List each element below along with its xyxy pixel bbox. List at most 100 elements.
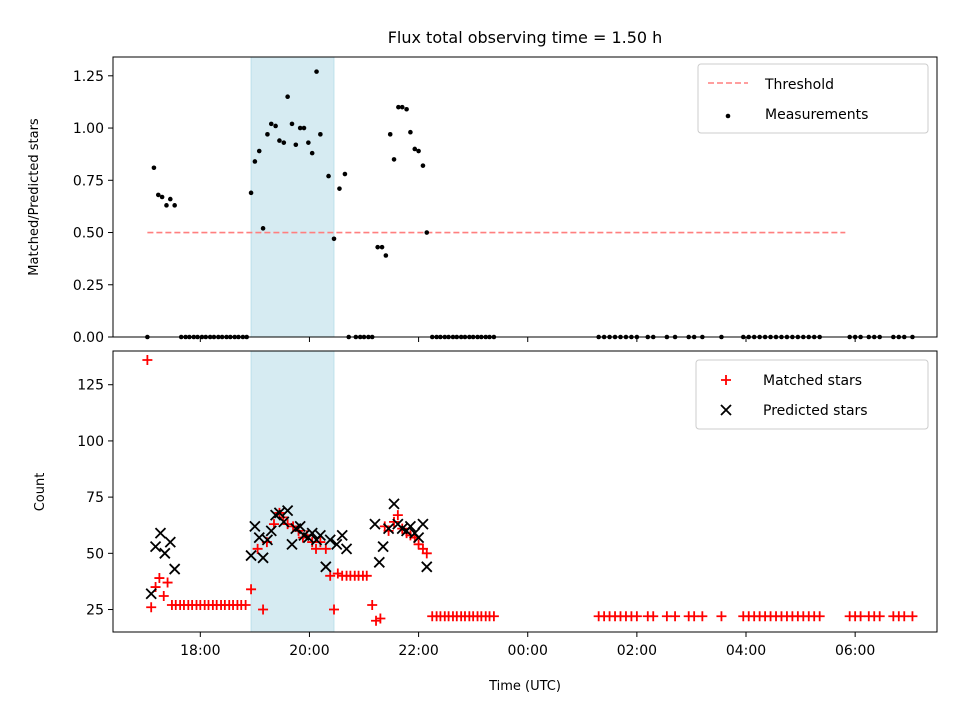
legend-predicted-swatch: [720, 404, 732, 416]
measurement-point: [416, 148, 421, 154]
y-tick-label: 0.75: [73, 173, 104, 189]
predicted-star-point: [412, 531, 425, 544]
chart-title: Flux total observing time = 1.50 h: [388, 28, 663, 47]
measurement-point: [248, 190, 254, 196]
measurement-point: [331, 236, 337, 242]
matched-star-point: [315, 537, 326, 548]
x-tick-label: 06:00: [835, 643, 875, 659]
top-y-axis-label: Matched/Predicted stars: [27, 118, 42, 276]
predicted-star-point: [281, 504, 294, 517]
predicted-star-point: [421, 561, 433, 573]
predicted-star-point: [320, 561, 332, 573]
matched-star-point: [142, 354, 153, 365]
y-tick-label: 25: [86, 603, 104, 619]
measurement-point: [379, 244, 385, 250]
matched-star-point: [320, 543, 331, 554]
predicted-star-point: [369, 518, 381, 530]
predicted-star-point: [164, 536, 176, 548]
matched-star-point: [907, 611, 918, 622]
predicted-star-point: [314, 529, 327, 541]
matched-star-point: [631, 611, 642, 622]
y-tick-label: 0.50: [73, 226, 104, 242]
predicted-star-point: [294, 520, 306, 532]
matched-star-point: [421, 548, 432, 559]
predicted-star-point: [382, 522, 395, 535]
matched-star-point: [310, 543, 321, 554]
x-tick-label: 18:00: [180, 643, 220, 659]
measurement-point: [297, 125, 303, 131]
measurement-point: [268, 121, 274, 127]
y-tick-label: 100: [77, 434, 104, 450]
matched-star-point: [258, 604, 269, 615]
predicted-star-point: [336, 529, 348, 541]
predicted-star-point: [306, 527, 318, 539]
top-y-axis: 0.00 0.25 0.50 0.75 1.00 1.25: [73, 69, 113, 346]
legend-measurements-swatch: [725, 113, 731, 119]
measurement-point: [391, 157, 397, 162]
predicted-star-point: [286, 538, 298, 550]
measurement-point: [155, 192, 161, 198]
measurement-point: [424, 230, 430, 235]
measurement-point: [260, 226, 266, 231]
measurement-point: [273, 123, 278, 129]
matched-star-point: [488, 611, 499, 622]
matched-star-point: [716, 611, 727, 622]
measurement-point: [318, 132, 323, 137]
y-tick-label: 125: [77, 378, 104, 394]
y-tick-label: 1.25: [73, 69, 104, 85]
matched-star-point: [367, 600, 378, 611]
measurement-point: [256, 148, 262, 154]
measurement-point: [342, 171, 348, 177]
legend-measurements-label: Measurements: [765, 107, 868, 123]
measurement-point: [420, 163, 426, 168]
legend-threshold-label: Threshold: [764, 77, 834, 93]
measurement-point: [383, 253, 389, 258]
bottom-legend: Matched stars Predicted stars: [695, 359, 929, 430]
measurement-point: [301, 125, 307, 131]
measurement-point: [306, 140, 311, 145]
predicted-star-point: [278, 516, 290, 528]
predicted-star-point: [324, 534, 336, 546]
matched-star-point: [162, 577, 173, 588]
measurement-points: [145, 69, 915, 340]
top-highlight-span: [250, 56, 335, 338]
predicted-star-point: [249, 520, 261, 532]
bottom-y-axis: 25 50 75 100 125: [77, 378, 113, 619]
top-plot-frame: [112, 56, 938, 338]
legend-predicted-label: Predicted stars: [763, 403, 868, 419]
matched-star-point: [375, 613, 386, 624]
measurement-point: [277, 138, 282, 143]
matched-star-point: [392, 510, 403, 521]
predicted-star-point: [273, 507, 286, 519]
matched-star-point: [697, 611, 708, 622]
y-tick-label: 0.25: [73, 278, 104, 294]
measurement-point: [408, 129, 413, 135]
x-tick-label: 00:00: [508, 643, 548, 659]
matched-star-point: [325, 570, 336, 581]
predicted-star-point: [245, 549, 257, 562]
measurement-point: [412, 146, 418, 152]
x-tick-label: 22:00: [398, 643, 438, 659]
x-tick-label: 04:00: [726, 643, 766, 659]
measurement-point: [252, 159, 258, 164]
bottom-highlight-span: [250, 350, 335, 633]
measurement-point: [164, 203, 169, 208]
matched-star-point: [332, 568, 343, 579]
measurement-point: [265, 132, 270, 137]
matched-star-point: [874, 611, 885, 622]
matched-star-point: [146, 602, 157, 613]
measurement-point: [399, 104, 405, 110]
predicted-star-point: [417, 518, 429, 530]
matched-star-point: [240, 600, 251, 611]
predicted-star-point: [145, 588, 157, 600]
measurement-point: [337, 186, 342, 191]
x-tick-label: 02:00: [617, 643, 657, 659]
measurement-point: [281, 140, 287, 145]
matched-star-point: [252, 543, 263, 554]
top-legend-box: [697, 63, 929, 134]
measurement-point: [285, 94, 290, 100]
measurement-point: [396, 104, 401, 110]
predicted-star-point: [388, 498, 400, 510]
bottom-plot-frame: [112, 350, 938, 633]
